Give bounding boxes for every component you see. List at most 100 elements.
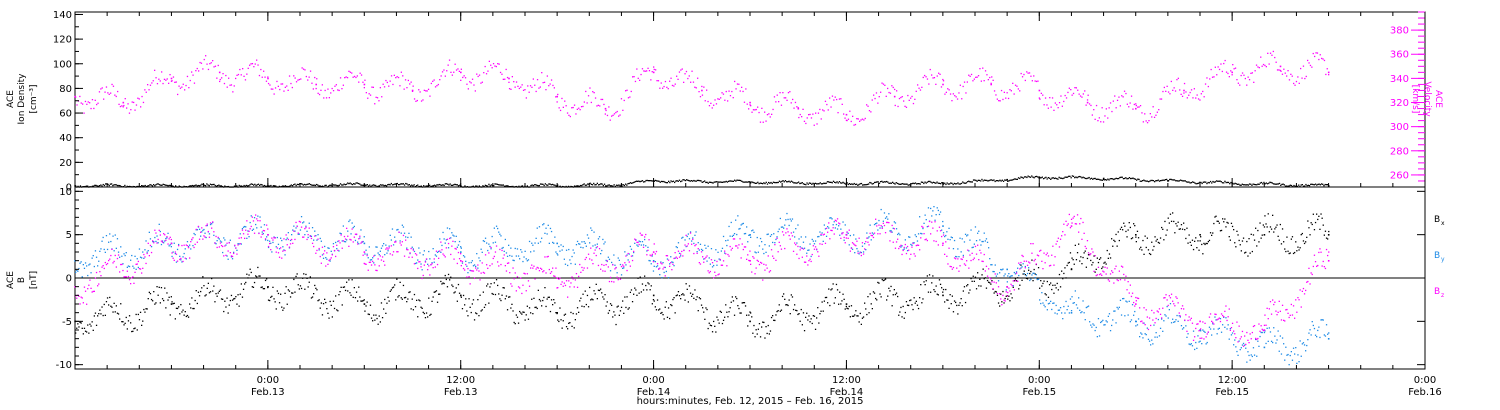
by-series-point xyxy=(538,226,541,228)
density-series-point xyxy=(693,179,695,182)
by-series-point xyxy=(736,233,738,236)
velocity-series-point xyxy=(1146,122,1149,124)
bz-series-point xyxy=(398,231,400,233)
density-series-point xyxy=(318,185,320,187)
velocity-series-point xyxy=(690,81,692,83)
velocity-series-point xyxy=(552,84,554,87)
density-series-point xyxy=(1106,179,1108,181)
bz-series-point xyxy=(164,234,166,236)
velocity-series-point xyxy=(142,101,145,104)
bx-series-point xyxy=(963,286,966,288)
bx-series-point xyxy=(730,301,732,303)
bx-series-point xyxy=(1290,238,1292,240)
density-series-point xyxy=(1002,180,1005,182)
bx-series-point xyxy=(1068,261,1070,264)
density-series-point xyxy=(1235,183,1237,185)
bx-series-point xyxy=(1037,267,1040,269)
bx-series-point xyxy=(1257,229,1259,232)
density-series-point xyxy=(317,184,319,186)
velocity-series-point xyxy=(1017,88,1019,90)
velocity-series-point xyxy=(1090,104,1092,107)
density-series-point xyxy=(1060,177,1063,179)
velocity-series-point xyxy=(888,91,890,94)
density-series-point xyxy=(503,185,506,187)
density-series-point xyxy=(1051,177,1053,179)
by-series-point xyxy=(181,261,183,263)
velocity-series-point xyxy=(374,103,376,105)
velocity-series-point xyxy=(202,68,204,70)
density-series-point xyxy=(1202,181,1204,183)
bx-series-point xyxy=(102,314,104,317)
bx-series-point xyxy=(181,311,183,313)
by-series-point xyxy=(408,232,410,234)
by-series-point xyxy=(444,242,446,244)
bz-series-point xyxy=(516,276,519,278)
bx-series-point xyxy=(418,299,420,301)
bx-series-point xyxy=(1023,270,1025,272)
bx-series-point xyxy=(97,315,99,317)
bz-series-point xyxy=(368,261,370,263)
density-series-point xyxy=(633,181,635,183)
velocity-series-point xyxy=(827,109,829,111)
bx-series-point xyxy=(555,312,557,314)
velocity-series-point xyxy=(1040,92,1042,94)
bx-series-point xyxy=(772,315,774,317)
bx-series-point xyxy=(604,294,606,296)
density-series-point xyxy=(495,183,497,185)
bx-series-point xyxy=(936,293,938,295)
velocity-series-point xyxy=(933,77,936,79)
density-series-point xyxy=(1071,175,1073,177)
bx-series-point xyxy=(348,279,350,281)
velocity-series-point xyxy=(119,105,122,108)
bx-series-point xyxy=(365,305,367,307)
velocity-series-point xyxy=(1211,76,1214,78)
density-series-point xyxy=(775,182,777,184)
bx-series-point xyxy=(687,301,689,303)
by-series-point xyxy=(1256,355,1258,357)
bz-series-point xyxy=(180,257,182,260)
bx-series-point xyxy=(159,302,161,304)
velocity-series-point xyxy=(880,91,882,93)
by-series-point xyxy=(1129,321,1131,323)
bx-series-point xyxy=(989,282,991,284)
velocity-series-point xyxy=(273,93,275,95)
velocity-series-value xyxy=(363,83,366,86)
velocity-series-point xyxy=(1264,64,1266,67)
velocity-series-point xyxy=(155,77,157,79)
velocity-series-point xyxy=(1181,95,1184,97)
bx-series-point xyxy=(1116,245,1118,247)
density-series-point xyxy=(619,185,621,187)
velocity-series-point xyxy=(867,105,869,107)
bx-series-point xyxy=(928,274,931,276)
density-series-point xyxy=(747,181,749,183)
bx-series-point xyxy=(84,330,87,332)
panel2-series xyxy=(74,206,1425,366)
bx-series-point xyxy=(653,300,655,302)
bx-series-point xyxy=(504,298,506,300)
bz-series-point xyxy=(169,236,171,238)
velocity-series-point xyxy=(439,79,441,81)
bx-series-point xyxy=(90,325,92,327)
by-series-point xyxy=(1137,318,1140,320)
bx-series-point xyxy=(689,292,692,294)
bx-series-point xyxy=(178,306,180,308)
bz-series-point xyxy=(413,263,416,265)
density-series-point xyxy=(976,180,978,182)
density-series-point xyxy=(1022,177,1024,179)
by-series-point xyxy=(457,244,460,246)
by-series-point xyxy=(787,218,789,221)
bx-series-point xyxy=(259,275,261,277)
density-series-point xyxy=(1281,183,1283,186)
by-series-point xyxy=(1298,361,1300,363)
bz-series-point xyxy=(421,277,423,280)
by-series-point xyxy=(500,235,502,237)
velocity-series-point xyxy=(166,78,168,80)
velocity-series-point xyxy=(1112,100,1114,102)
by-series-point xyxy=(1018,274,1020,277)
by-series-point xyxy=(1142,337,1144,339)
by-series-point xyxy=(990,264,992,266)
bz-series-point xyxy=(184,257,186,259)
bx-series-point xyxy=(1205,242,1207,245)
bx-series-point xyxy=(1291,236,1294,238)
density-series-point xyxy=(735,180,737,182)
